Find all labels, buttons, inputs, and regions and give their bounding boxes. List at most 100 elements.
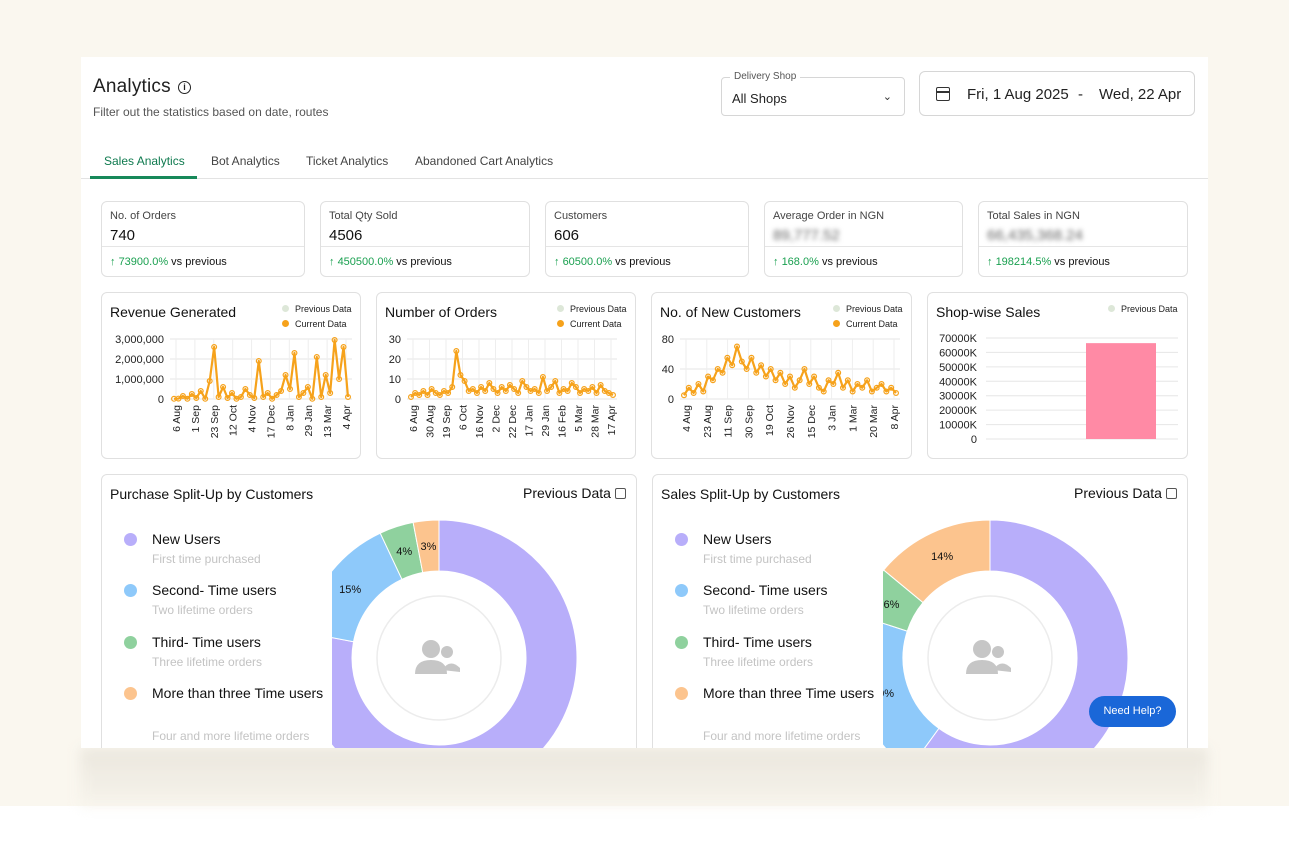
data-point	[336, 375, 343, 382]
stat-card-orders: No. of Orders 740 ↑ 73900.0% vs previous	[101, 201, 305, 277]
stat-divider	[321, 246, 529, 247]
data-point	[753, 369, 760, 376]
calendar-icon	[936, 87, 950, 101]
data-point	[690, 389, 697, 396]
y-tick-label: 1,000,000	[115, 374, 164, 386]
data-point	[791, 384, 798, 391]
data-point	[202, 395, 209, 402]
x-tick-label: 4 Apr	[341, 405, 353, 430]
tab-abandoned-cart-analytics[interactable]: Abandoned Cart Analytics	[415, 154, 554, 168]
data-point	[523, 383, 530, 390]
segment-desc: First time purchased	[152, 552, 261, 566]
legend-current-label: Current Data	[295, 319, 347, 329]
stat-value: 740	[110, 227, 136, 244]
previous-data-checkbox[interactable]	[614, 488, 626, 499]
y-tick-label: 30	[389, 334, 401, 346]
data-point	[461, 377, 468, 384]
x-tick-label: 2 Dec	[491, 405, 503, 432]
data-point	[511, 385, 518, 392]
data-point	[436, 391, 443, 398]
x-tick-label: 12 Oct	[228, 405, 240, 436]
stat-change-value: 198214.5%	[995, 256, 1052, 268]
legend-previous: Previous Data	[1108, 304, 1178, 314]
data-point	[424, 391, 431, 398]
x-tick-label: 16 Nov	[474, 404, 486, 438]
data-point	[494, 389, 501, 396]
segment-dot	[675, 584, 688, 597]
previous-data-checkbox[interactable]	[1165, 488, 1177, 499]
data-point	[295, 393, 302, 400]
data-point	[345, 393, 352, 400]
delivery-shop-select[interactable]: Delivery Shop All Shops ⌄	[721, 71, 905, 116]
data-point	[893, 389, 900, 396]
chart-card-new-customers: No. of New Customers Previous Data Curre…	[651, 292, 912, 459]
data-point	[197, 387, 204, 394]
data-point	[453, 347, 460, 354]
date-range-picker[interactable]: Fri, 1 Aug 2025 - Wed, 22 Apr	[919, 71, 1195, 116]
segment-desc: Three lifetime orders	[152, 655, 263, 669]
data-point	[478, 383, 485, 390]
y-tick-label: 10000K	[939, 420, 978, 432]
tab-sales-analytics[interactable]: Sales Analytics	[104, 154, 185, 168]
segment-dot	[124, 687, 137, 700]
orders-chart-svg: 30 20 10 0 6 Aug 30 Aug 19 Sep 6 Oct 16 Nov 2 Dec…	[389, 334, 618, 438]
analytics-window: Analytics i Filter out the statistics ba…	[81, 57, 1208, 748]
segment-desc: Two lifetime orders	[152, 603, 253, 617]
tab-ticket-analytics[interactable]: Ticket Analytics	[306, 154, 389, 168]
x-tick-label: 4 Aug	[681, 405, 693, 432]
stat-value: 66,435,368.24	[987, 227, 1083, 244]
data-point	[273, 391, 280, 398]
data-point	[255, 357, 262, 364]
data-point	[806, 380, 813, 387]
segment-dot	[124, 636, 137, 649]
stat-label: Average Order in NGN	[773, 210, 885, 222]
x-tick-label: 1 Mar	[847, 405, 859, 432]
previous-data-toggle[interactable]: Previous Data	[523, 485, 626, 501]
data-point	[179, 392, 186, 399]
data-point	[420, 387, 427, 394]
y-tick-label: 50000K	[939, 362, 978, 374]
x-tick-label: 5 Mar	[573, 405, 585, 432]
data-point	[796, 377, 803, 384]
previous-data-toggle[interactable]: Previous Data	[1074, 485, 1177, 501]
data-point	[585, 387, 592, 394]
y-tick-label: 40	[662, 364, 674, 376]
x-tick-label: 30 Aug	[425, 405, 437, 438]
stat-label: Customers	[554, 210, 608, 222]
legend-previous: Previous Data	[833, 304, 903, 314]
data-point	[772, 377, 779, 384]
data-point	[844, 377, 851, 384]
x-tick-label: 28 Mar	[590, 405, 602, 438]
need-help-button[interactable]: Need Help?	[1089, 696, 1176, 727]
x-tick-label: 23 Aug	[702, 405, 714, 438]
data-point	[811, 373, 818, 380]
data-point	[830, 380, 837, 387]
data-point	[787, 373, 794, 380]
data-point	[815, 384, 822, 391]
page-bottom-band	[0, 806, 1289, 854]
x-tick-label: 11 Sep	[723, 405, 735, 438]
data-point	[777, 369, 784, 376]
stat-change-suffix: vs previous	[615, 256, 671, 268]
segment-name: More than three Time users	[703, 685, 875, 701]
y-tick-label: 0	[668, 394, 674, 406]
stat-divider	[546, 246, 748, 247]
stat-change: ↑ 73900.0% vs previous	[110, 256, 227, 268]
segment-name: Third- Time users	[152, 634, 261, 650]
tab-bot-analytics[interactable]: Bot Analytics	[211, 154, 280, 168]
donut-slice-label: 14%	[931, 551, 953, 563]
stat-change-suffix: vs previous	[171, 256, 227, 268]
data-point	[539, 373, 546, 380]
data-point	[729, 362, 736, 369]
data-point	[535, 389, 542, 396]
legend-previous: Previous Data	[282, 304, 352, 314]
data-point	[304, 383, 311, 390]
date-to: Wed, 22 Apr	[1099, 86, 1182, 103]
segment-dot	[675, 533, 688, 546]
data-point	[564, 387, 571, 394]
data-point	[482, 387, 489, 394]
x-tick-label: 8 Jan	[284, 405, 296, 431]
stat-change-suffix: vs previous	[396, 256, 452, 268]
info-icon[interactable]: i	[178, 81, 191, 94]
data-point	[188, 390, 195, 397]
